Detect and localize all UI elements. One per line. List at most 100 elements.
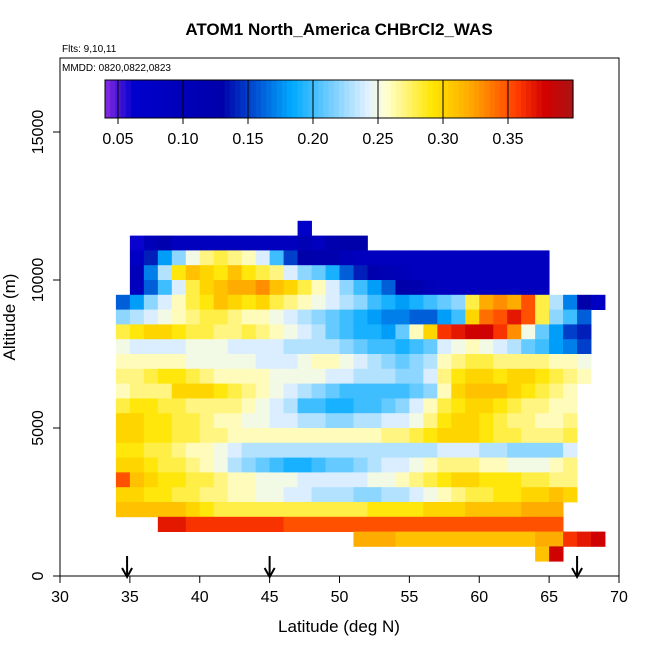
heatmap-cell: [493, 531, 508, 547]
colorbar-segment: [219, 80, 226, 118]
heatmap-cell: [521, 383, 536, 399]
heatmap-cell: [465, 472, 480, 488]
heatmap-cell: [143, 339, 159, 355]
heatmap-cell: [577, 324, 592, 340]
heatmap-cell: [493, 265, 508, 281]
heatmap-cell: [353, 354, 368, 370]
heatmap-cell: [255, 442, 271, 458]
heatmap-cell: [325, 280, 340, 296]
colorbar-segment: [172, 80, 179, 118]
heatmap-cell: [157, 487, 173, 503]
heatmap-cell: [297, 383, 312, 399]
heatmap-cell: [269, 516, 285, 532]
heatmap-cell: [451, 294, 466, 310]
heatmap-cell: [367, 472, 382, 488]
colorbar-segment: [521, 80, 527, 118]
heatmap-cell: [535, 324, 550, 340]
heatmap-cell: [143, 235, 159, 251]
heatmap-cell: [437, 280, 452, 296]
heatmap-cell: [493, 294, 508, 310]
heatmap-cell: [521, 294, 536, 310]
heatmap-cell: [241, 339, 257, 355]
heatmap-cell: [171, 457, 187, 473]
heatmap-cell: [325, 413, 340, 429]
heatmap-cell: [367, 502, 382, 518]
heatmap-cell: [493, 502, 508, 518]
colorbar-tick-label: 0.25: [362, 131, 393, 148]
heatmap-cell: [521, 442, 536, 458]
heatmap-cell: [409, 280, 424, 296]
heatmap-cell: [395, 531, 410, 547]
heatmap-cell: [521, 309, 536, 325]
heatmap-cell: [451, 502, 466, 518]
heatmap-cell: [409, 502, 424, 518]
heatmap-cell: [535, 383, 550, 399]
heatmap-cell: [241, 487, 257, 503]
heatmap-cell: [409, 516, 424, 532]
heatmap-cell: [241, 516, 257, 532]
heatmap-cell: [507, 516, 522, 532]
heatmap-cell: [157, 324, 173, 340]
heatmap-cell: [451, 368, 466, 384]
heatmap-cell: [171, 280, 187, 296]
x-tick-label: 30: [51, 589, 69, 606]
dates-note: MMDD: 0820,0822,0823: [62, 63, 171, 74]
heatmap-cell: [129, 383, 145, 399]
colorbar-segment: [318, 80, 324, 118]
heatmap-cell: [199, 250, 215, 266]
heatmap-cell: [423, 309, 438, 325]
heatmap-cell: [451, 442, 466, 458]
heatmap-cell: [255, 280, 271, 296]
heatmap-cell: [115, 324, 131, 340]
colorbar-segment: [261, 80, 267, 118]
heatmap-cell: [479, 354, 494, 370]
heatmap-cell: [297, 324, 312, 340]
heatmap-cell: [213, 280, 229, 296]
heatmap-cell: [143, 309, 159, 325]
heatmap-cell: [171, 294, 187, 310]
heatmap-cell: [311, 487, 326, 503]
heatmap-cell: [381, 294, 396, 310]
heatmap-cell: [409, 294, 424, 310]
heatmap-cell: [479, 383, 494, 399]
heatmap-cell: [283, 324, 298, 340]
heatmap-cell: [493, 413, 508, 429]
heatmap-cell: [227, 383, 243, 399]
heatmap-cell: [353, 502, 368, 518]
colorbar-tick-label: 0.20: [297, 131, 328, 148]
colorbar-segment: [339, 80, 345, 118]
heatmap-cell: [241, 294, 257, 310]
heatmap-cell: [381, 398, 396, 414]
heatmap-cell: [367, 442, 382, 458]
heatmap-cell: [269, 383, 285, 399]
y-tick-label: 0: [30, 571, 47, 580]
heatmap-cell: [185, 294, 201, 310]
heatmap-cell: [409, 398, 424, 414]
heatmap-cell: [185, 235, 201, 251]
heatmap-cell: [269, 339, 285, 355]
heatmap-cell: [115, 294, 131, 310]
heatmap-cell: [185, 368, 201, 384]
heatmap-cell: [353, 398, 368, 414]
heatmap-cell: [213, 368, 229, 384]
heatmap-cell: [367, 428, 382, 444]
heatmap-cell: [339, 324, 354, 340]
heatmap-cell: [339, 339, 354, 355]
heatmap-cell: [535, 250, 550, 266]
heatmap-cell: [563, 442, 578, 458]
colorbar-segment: [526, 80, 532, 118]
heatmap-cell: [339, 354, 354, 370]
colorbar-frame: [104, 79, 574, 119]
heatmap-cell: [535, 339, 550, 355]
heatmap-cell: [493, 428, 508, 444]
heatmap-cell: [311, 339, 326, 355]
heatmap-cell: [269, 294, 285, 310]
heatmap-cell: [549, 309, 564, 325]
heatmap-cell: [521, 280, 536, 296]
heatmap-cell: [493, 516, 508, 532]
heatmap-cell: [227, 516, 243, 532]
heatmap-cell: [339, 383, 354, 399]
heatmap-cell: [563, 294, 578, 310]
colorbar-segment: [198, 80, 205, 118]
heatmap-cell: [199, 428, 215, 444]
